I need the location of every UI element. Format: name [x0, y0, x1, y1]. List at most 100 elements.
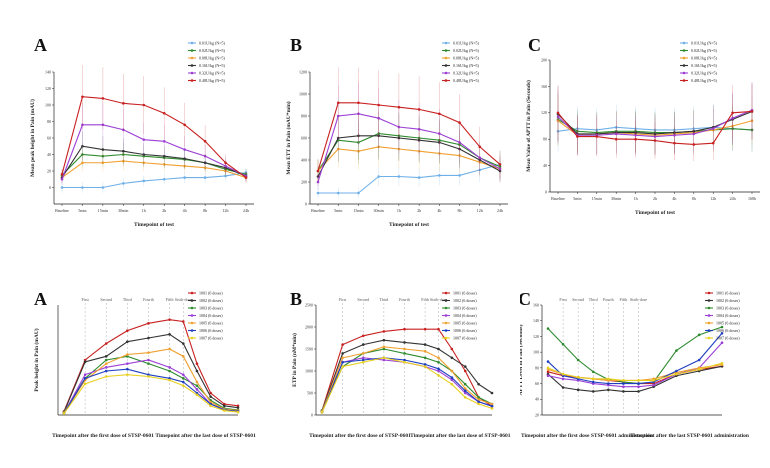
- chart-panel-bottom-c: C 20 40 60 80 100 120 140 160 First Second Third Fou…: [520, 289, 749, 439]
- y-tick-label: 2500: [305, 302, 313, 307]
- data-point: [181, 342, 185, 345]
- series-line: [61, 160, 247, 179]
- data-point: [397, 147, 401, 151]
- series-line: [317, 102, 501, 172]
- data-point: [357, 149, 360, 153]
- dose-marker-label: Fourth: [603, 297, 614, 302]
- data-point: [316, 169, 320, 173]
- y-tick-label: 600: [301, 135, 307, 140]
- panel-label: C: [528, 35, 541, 55]
- data-point: [320, 411, 324, 414]
- data-point: [614, 126, 618, 129]
- data-point: [750, 128, 754, 132]
- legend-marker: [190, 314, 194, 317]
- x-tick-label: 30min: [611, 196, 621, 201]
- x-tick-label: 24h: [243, 208, 249, 213]
- legend-marker: [707, 314, 711, 317]
- dose-marker-label: Fifth: [620, 297, 628, 302]
- data-point: [490, 402, 494, 406]
- legend-label: 0.32U/kg (N=5): [453, 71, 479, 76]
- data-point: [417, 138, 421, 142]
- data-point: [83, 382, 87, 386]
- data-point: [637, 379, 640, 382]
- series-1: [60, 142, 248, 181]
- series-line: [62, 172, 247, 189]
- legend-marker: [707, 306, 711, 310]
- legend-marker: [444, 314, 448, 317]
- data-point: [104, 375, 108, 378]
- y-tick-label: 40: [47, 152, 51, 157]
- data-point: [438, 174, 441, 177]
- data-point: [81, 144, 84, 148]
- legend-marker: [444, 41, 448, 45]
- data-point: [203, 166, 207, 169]
- data-point: [81, 123, 84, 127]
- data-point: [195, 369, 199, 373]
- data-point: [195, 384, 199, 387]
- dose-marker-label: First: [81, 297, 89, 302]
- data-point: [126, 367, 129, 371]
- data-point: [417, 127, 421, 131]
- data-point: [147, 358, 150, 362]
- data-point: [697, 358, 701, 362]
- series-6: [320, 356, 494, 414]
- data-point: [622, 385, 625, 389]
- data-point: [104, 358, 108, 362]
- data-point: [168, 378, 171, 382]
- data-point: [637, 390, 640, 393]
- series-line: [317, 133, 501, 172]
- data-point: [162, 154, 166, 158]
- series-3: [546, 341, 724, 389]
- data-point: [316, 175, 320, 178]
- x-tick-label: 8h: [203, 208, 207, 213]
- legend-marker: [682, 49, 686, 52]
- data-point: [236, 406, 240, 409]
- x-axis-label-secondary: Timepoint after the last STSP-0601 admin…: [630, 433, 749, 439]
- y-tick-label: 120: [541, 110, 547, 115]
- data-point: [223, 402, 226, 406]
- data-point: [224, 174, 227, 178]
- data-point: [244, 176, 248, 179]
- data-point: [652, 383, 655, 387]
- data-point: [478, 145, 482, 149]
- data-point: [477, 396, 480, 399]
- series-line: [318, 163, 501, 194]
- data-point: [236, 410, 240, 414]
- legend-marker: [190, 56, 194, 60]
- y-tick-label: 20: [535, 412, 539, 417]
- data-point: [203, 140, 207, 143]
- data-point: [692, 129, 696, 133]
- legend-label: 1005 (6 doses): [716, 321, 740, 326]
- y-tick-label: 140: [45, 69, 51, 74]
- legend-marker: [190, 71, 194, 75]
- data-point: [458, 143, 461, 146]
- data-point: [209, 404, 212, 408]
- series-2: [316, 126, 502, 183]
- data-point: [203, 154, 207, 158]
- dose-marker-label: First: [339, 297, 347, 302]
- data-point: [614, 137, 618, 141]
- data-point: [417, 176, 421, 179]
- series-4: [60, 102, 248, 185]
- data-point: [122, 128, 125, 132]
- data-point: [731, 124, 734, 128]
- data-point: [403, 341, 406, 344]
- data-point: [463, 365, 467, 368]
- data-point: [357, 191, 360, 195]
- data-point: [437, 327, 440, 331]
- data-point: [81, 95, 84, 99]
- data-point: [101, 186, 105, 189]
- chart-panel-bottom-b: B 0 500 1000 1500 2000 2500 First Second Third Fou…: [290, 289, 511, 439]
- x-tick-label: 30min: [118, 208, 128, 213]
- data-point: [622, 382, 625, 385]
- legend-label: 0.32U/kg (N=5): [691, 71, 717, 76]
- legend-marker: [444, 79, 448, 82]
- legend-label: 0.02U/kg (N=5): [691, 48, 717, 53]
- data-point: [731, 127, 734, 130]
- data-point: [142, 153, 146, 156]
- data-point: [195, 362, 199, 365]
- legend-label: 1002 (6 doses): [453, 298, 477, 303]
- legend-label: 0.48U/kg (N=5): [691, 78, 717, 83]
- data-point: [458, 121, 461, 124]
- legend-marker: [444, 336, 448, 340]
